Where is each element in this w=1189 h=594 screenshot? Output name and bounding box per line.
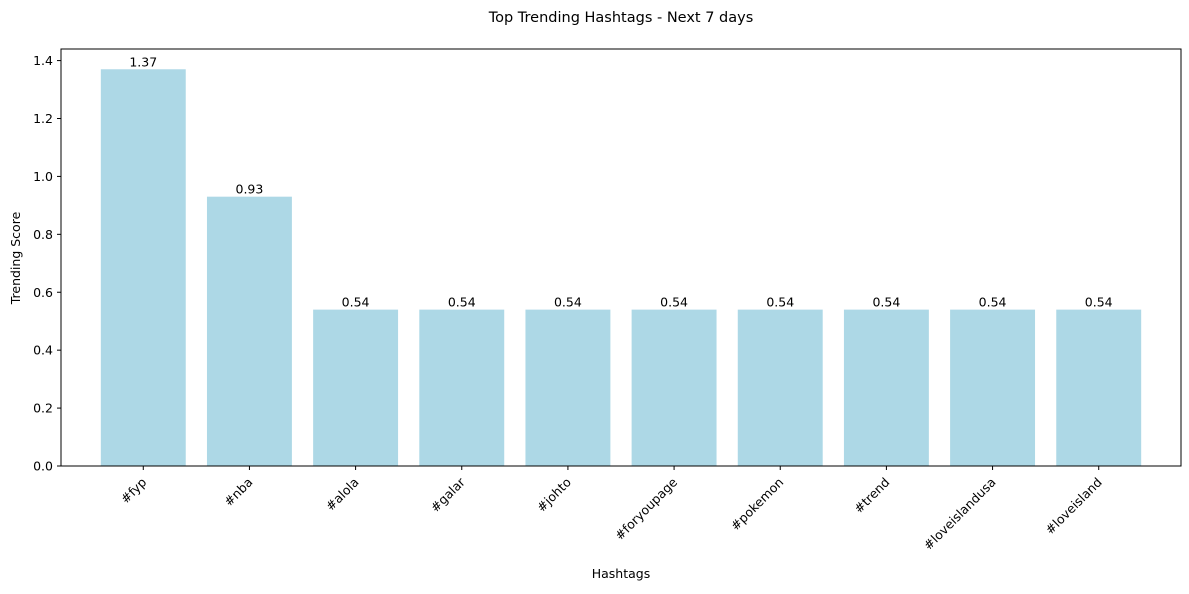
bar-value-label: 1.37	[129, 54, 157, 69]
bar-trend	[843, 309, 929, 466]
bar-value-label: 0.54	[872, 295, 900, 310]
bar-value-label: 0.54	[1085, 295, 1113, 310]
bar-loveislandusa	[950, 309, 1036, 466]
y-tick-label: 0.0	[33, 459, 53, 474]
bar-value-label: 0.54	[554, 295, 582, 310]
bar-nba	[206, 196, 292, 466]
x-tick-label: #foryoupage	[612, 474, 681, 543]
x-tick-label: #alola	[323, 475, 362, 514]
bar-pokemon	[737, 309, 823, 466]
bar-foryoupage	[631, 309, 717, 466]
bar-loveisland	[1056, 309, 1142, 466]
bar-value-label: 0.93	[236, 182, 264, 197]
x-tick-label: #fyp	[118, 474, 150, 506]
y-tick-label: 1.0	[33, 169, 53, 184]
bar-alola	[313, 309, 399, 466]
bar-galar	[419, 309, 505, 466]
bars	[100, 69, 1142, 466]
x-axis-label: Hashtags	[592, 566, 651, 581]
x-tick-label: #pokemon	[727, 475, 786, 534]
bar-value-label: 0.54	[342, 295, 370, 310]
x-tick-label: #loveislandusa	[920, 475, 998, 553]
bar-fyp	[100, 69, 186, 466]
y-axis-label: Trending Score	[8, 211, 23, 305]
y-tick-label: 1.4	[33, 53, 53, 68]
x-tick-label: #galar	[427, 474, 468, 515]
bar-value-label: 0.54	[979, 295, 1007, 310]
x-tick-label: #loveisland	[1042, 475, 1105, 538]
bar-johto	[525, 309, 611, 466]
bar-value-label: 0.54	[660, 295, 688, 310]
y-tick-label: 0.8	[33, 227, 53, 242]
bar-value-label: 0.54	[766, 295, 794, 310]
y-tick-label: 1.2	[33, 111, 53, 126]
plot-frame	[60, 48, 1182, 467]
data-labels: 1.37 0.93 0.54 0.54 0.54 0.54 0.54 0.54 0.54 0.54	[129, 54, 1112, 309]
x-tick-label: #trend	[851, 475, 893, 517]
y-tick-label: 0.4	[33, 343, 53, 358]
x-tick-label: #nba	[221, 475, 256, 510]
y-tick-label: 0.2	[33, 401, 53, 416]
bar-value-label: 0.54	[448, 295, 476, 310]
x-tick-label: #johto	[534, 475, 574, 515]
y-tick-label: 0.6	[33, 285, 53, 300]
chart-title: Top Trending Hashtags - Next 7 days	[488, 10, 754, 26]
